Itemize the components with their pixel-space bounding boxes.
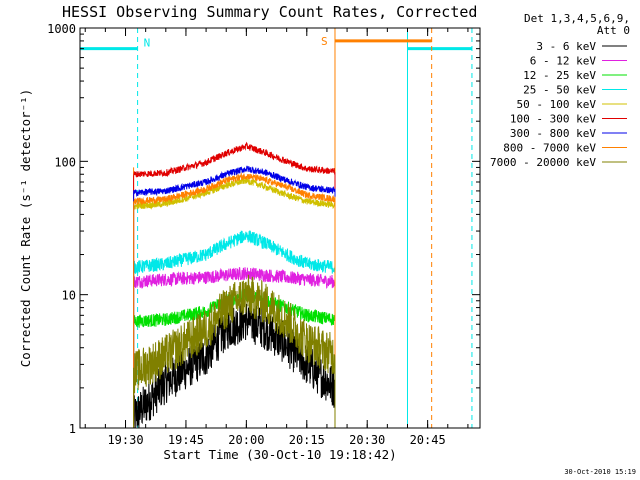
- legend-label-5: 100 - 300 keV: [510, 113, 596, 126]
- legend-title-0: Det 1,3,4,5,6,9,: [524, 12, 630, 25]
- legend-title-1: Att 0: [597, 24, 630, 37]
- legend-label-4: 50 - 100 keV: [517, 98, 597, 111]
- legend-label-2: 12 - 25 keV: [523, 69, 596, 82]
- chart-title: HESSI Observing Summary Count Rates, Cor…: [62, 3, 477, 21]
- series-line-8: [133, 274, 336, 428]
- plot-frame: [79, 27, 481, 429]
- legend-label-7: 800 - 7000 keV: [503, 142, 596, 155]
- x-tick-label-5: 20:45: [410, 433, 446, 447]
- series-line-6: [133, 165, 336, 428]
- y-tick-label-3: 1000: [47, 22, 76, 36]
- x-tick-label-2: 20:00: [228, 433, 264, 447]
- series-line-7: [133, 172, 336, 428]
- series-line-1: [133, 267, 336, 428]
- legend-label-3: 25 - 50 keV: [523, 84, 596, 97]
- y-tick-label-1: 10: [62, 289, 76, 303]
- x-tick-label-1: 19:45: [168, 433, 204, 447]
- x-axis-label: Start Time (30-Oct-10 19:18:42): [163, 447, 396, 462]
- night-label-0: N: [144, 37, 151, 50]
- series-line-4: [133, 177, 336, 428]
- legend-label-8: 7000 - 20000 keV: [490, 156, 596, 169]
- y-tick-label-2: 100: [54, 155, 76, 169]
- legend: Det 1,3,4,5,6,9,Att 03 - 6 keV 6 - 12 keV…: [490, 12, 630, 169]
- series-layer: [133, 141, 336, 429]
- x-tick-label-3: 20:15: [289, 433, 325, 447]
- series-line-2: [133, 288, 336, 428]
- series-line-3: [133, 230, 336, 428]
- y-tick-label-0: 1: [69, 422, 76, 436]
- timestamp: 30-Oct-2010 15:19: [564, 468, 636, 476]
- saa-label: S: [321, 35, 328, 48]
- legend-label-1: 6 - 12 keV: [530, 55, 597, 68]
- legend-label-6: 300 - 800 keV: [510, 127, 596, 140]
- x-tick-label-4: 20:30: [349, 433, 385, 447]
- legend-label-0: 3 - 6 keV: [536, 40, 596, 53]
- y-axis-label: Corrected Count Rate (s⁻¹ detector⁻¹): [18, 89, 33, 367]
- series-line-5: [133, 141, 336, 428]
- axis-ticks: 19:30 19:45 20:00 20:15 20:30 20:45 1 10 100 1000: [47, 22, 480, 447]
- x-tick-label-0: 19:30: [107, 433, 143, 447]
